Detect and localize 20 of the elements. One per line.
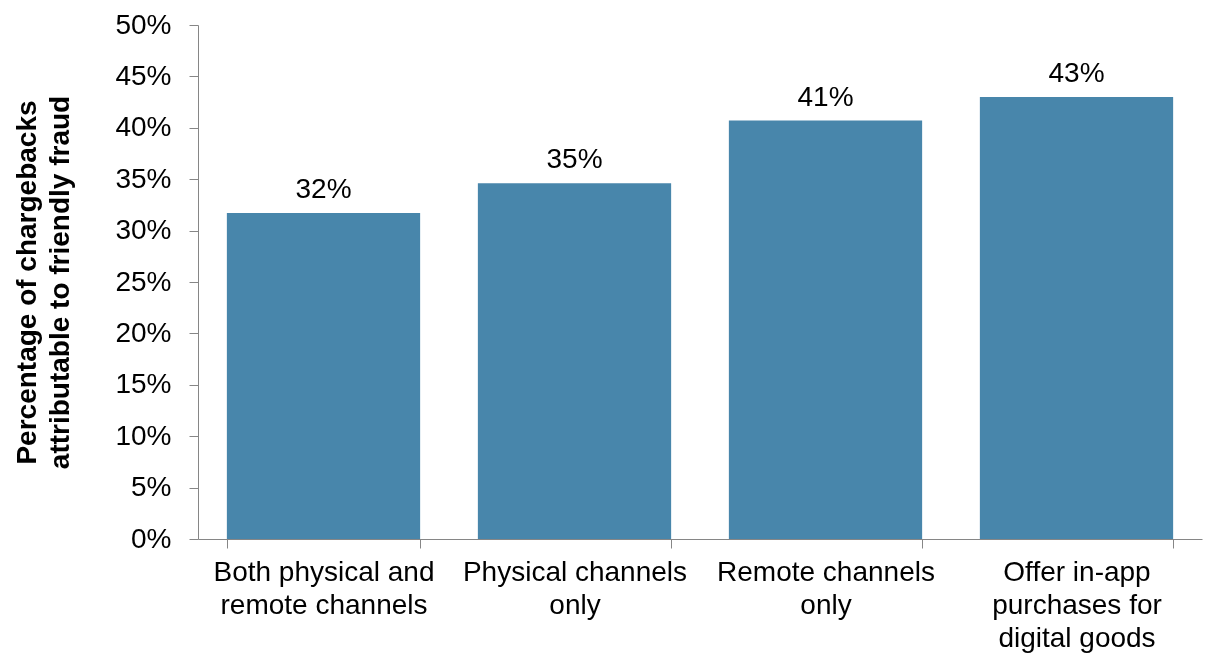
y-tick-label: 5% [131, 471, 172, 503]
x-tick-label: Offer in-app purchases for digital goods [992, 555, 1162, 653]
y-tick-label: 20% [115, 316, 172, 348]
y-tick-label: 50% [115, 8, 172, 40]
y-axis-title: Percentage of chargebacks attributable to friendly fraud [11, 95, 76, 470]
y-tick-label: 10% [115, 419, 172, 451]
data-label: 43% [1048, 56, 1105, 88]
data-label: 35% [546, 143, 603, 175]
y-tick-label: 15% [115, 368, 172, 400]
y-tick-label: 40% [115, 111, 172, 143]
x-tick-label: Both physical and remote channels [213, 555, 435, 620]
x-tick-label: Remote channels only [717, 555, 935, 620]
data-label: 32% [295, 173, 352, 205]
y-tick-label: 0% [131, 522, 172, 554]
y-tick-label: 30% [115, 214, 172, 246]
x-tick-label: Physical channels only [462, 555, 688, 620]
y-tick-label: 35% [115, 162, 172, 194]
y-tick-label: 25% [115, 265, 172, 297]
data-label: 41% [797, 80, 854, 112]
y-tick-label: 45% [115, 59, 172, 91]
